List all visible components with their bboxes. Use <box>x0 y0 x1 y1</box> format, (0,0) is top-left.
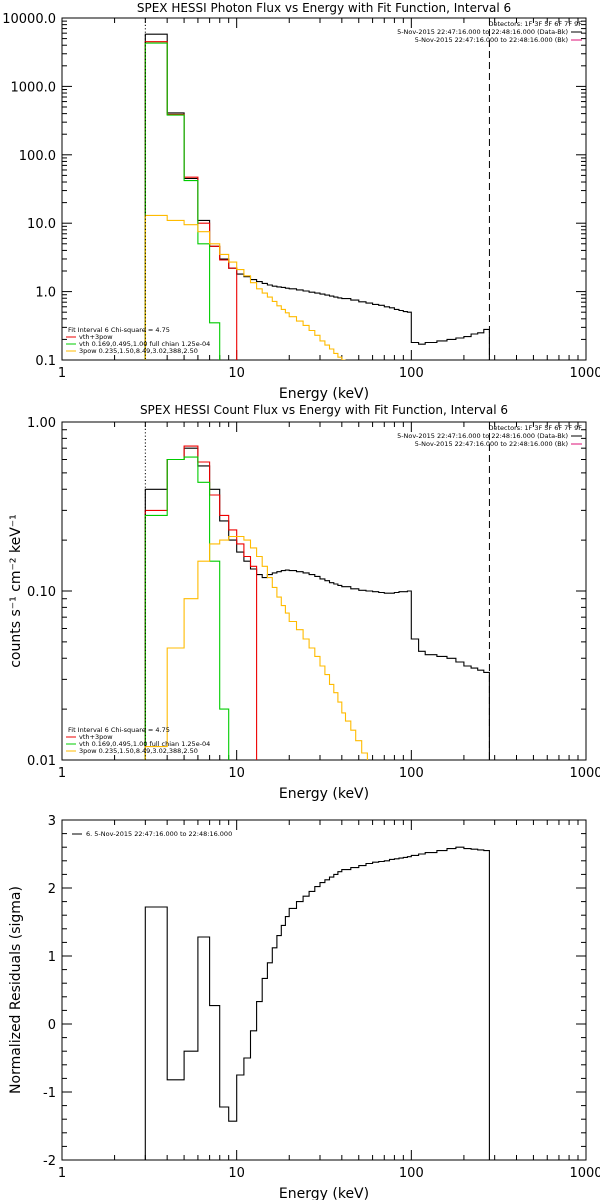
series-line-3 <box>144 214 346 360</box>
x-tick-label: 100 <box>399 766 424 781</box>
legend-bottom-label: vth+3pow <box>79 733 113 741</box>
x-tick-label: 10 <box>228 366 245 381</box>
residuals-panel: 1 10 100 1000 -2 -1 0 1 2 3 Energy (keV) Normalized… <box>8 814 600 1200</box>
x-axis-label: Energy (keV) <box>279 1186 369 1200</box>
series-group <box>144 846 490 1160</box>
series-line-2 <box>144 456 230 760</box>
legend-bottom-label: 3pow 0.235,1.50,8.49,3.02,388,2.50 <box>79 747 198 755</box>
y-tick-label: 10000.0 <box>2 12 56 27</box>
y-tick-label: -1 <box>43 1086 56 1101</box>
x-tick-label: 100 <box>399 1166 424 1181</box>
y-tick-label: 3 <box>48 814 56 829</box>
legend-bottom-label: Fit Interval 6 Chi-square = 4.75 <box>68 326 170 334</box>
chart-title: SPEX HESSI Photon Flux vs Energy with Fi… <box>137 1 511 15</box>
x-tick-label: 10 <box>228 766 245 781</box>
x-tick-label: 1000 <box>569 366 600 381</box>
legend-top-label: 5-Nov-2015 22:47:16.000 to 22:48:16.000 … <box>397 432 568 440</box>
series-line-0 <box>144 846 490 1160</box>
x-axis-label: Energy (keV) <box>279 786 369 802</box>
chart-title: SPEX HESSI Count Flux vs Energy with Fit… <box>140 403 508 417</box>
series-line-0 <box>144 447 490 760</box>
x-tick-label: 1 <box>58 1166 66 1181</box>
legend-bottom-label: Fit Interval 6 Chi-square = 4.75 <box>68 726 170 734</box>
photon-flux-panel: SPEX HESSI Photon Flux vs Energy with Fi… <box>2 1 600 402</box>
x-tick-label: 100 <box>399 366 424 381</box>
series-line-2 <box>144 42 221 360</box>
series-line-3 <box>144 535 368 760</box>
plot-frame <box>61 421 587 761</box>
x-tick-label: 1000 <box>569 1166 600 1181</box>
x-tick-label: 1000 <box>569 766 600 781</box>
y-tick-label: 1.0 <box>35 286 56 301</box>
y-tick-label: 0 <box>48 1018 56 1033</box>
legend-top-label: 5-Nov-2015 22:47:16.000 to 22:48:16.000 … <box>415 36 568 44</box>
legend-top-label: 5-Nov-2015 22:47:16.000 to 22:48:16.000 … <box>397 28 568 36</box>
legend-bottom-label: 3pow 0.235,1.50,8.49,3.02,388,2.50 <box>79 347 198 355</box>
y-axis-label: Normalized Residuals (sigma) <box>8 886 24 1094</box>
plot-frame <box>61 17 587 361</box>
y-tick-label: 0.1 <box>35 354 56 369</box>
count-flux-panel: SPEX HESSI Count Flux vs Energy with Fit… <box>8 403 600 802</box>
x-tick-label: 10 <box>228 1166 245 1181</box>
legend-topleft-label: 6. 5-Nov-2015 22:47:16.000 to 22:48:16.0… <box>86 830 232 838</box>
y-tick-label: 1 <box>48 950 56 965</box>
series-group <box>144 445 490 760</box>
y-tick-label: 0.10 <box>27 585 56 600</box>
x-tick-label: 1 <box>58 766 66 781</box>
legend-bottom-label: vth 0.169,0.495,1.00 full chian 1.25e-04 <box>79 340 210 348</box>
y-tick-label: 10.0 <box>27 217 56 232</box>
legend-top-label: Detectors: 1F 3F 5F 6F 7F 9F <box>488 20 582 28</box>
x-tick-label: 1 <box>58 366 66 381</box>
y-tick-label: -2 <box>43 1154 56 1169</box>
series-line-0 <box>144 33 490 360</box>
y-tick-label: 0.01 <box>27 754 56 769</box>
series-line-1 <box>144 445 258 760</box>
y-tick-label: 1000.0 <box>11 80 57 95</box>
legend-bottom-label: vth 0.169,0.495,1.00 full chian 1.25e-04 <box>79 740 210 748</box>
x-axis-label: Energy (keV) <box>279 386 369 402</box>
series-line-1 <box>144 41 238 360</box>
legend-bottom-label: vth+3pow <box>79 333 113 341</box>
y-axis-label: counts s⁻¹ cm⁻² keV⁻¹ <box>8 514 24 668</box>
legend-top-label: 5-Nov-2015 22:47:16.000 to 22:48:16.000 … <box>415 440 568 448</box>
legend-top-label: Detectors: 1F 3F 5F 6F 7F 9F <box>488 424 582 432</box>
plot-frame <box>61 819 587 1161</box>
y-tick-label: 2 <box>48 882 56 897</box>
y-tick-label: 1.00 <box>27 416 56 431</box>
series-group <box>144 33 490 360</box>
y-tick-label: 100.0 <box>19 149 56 164</box>
